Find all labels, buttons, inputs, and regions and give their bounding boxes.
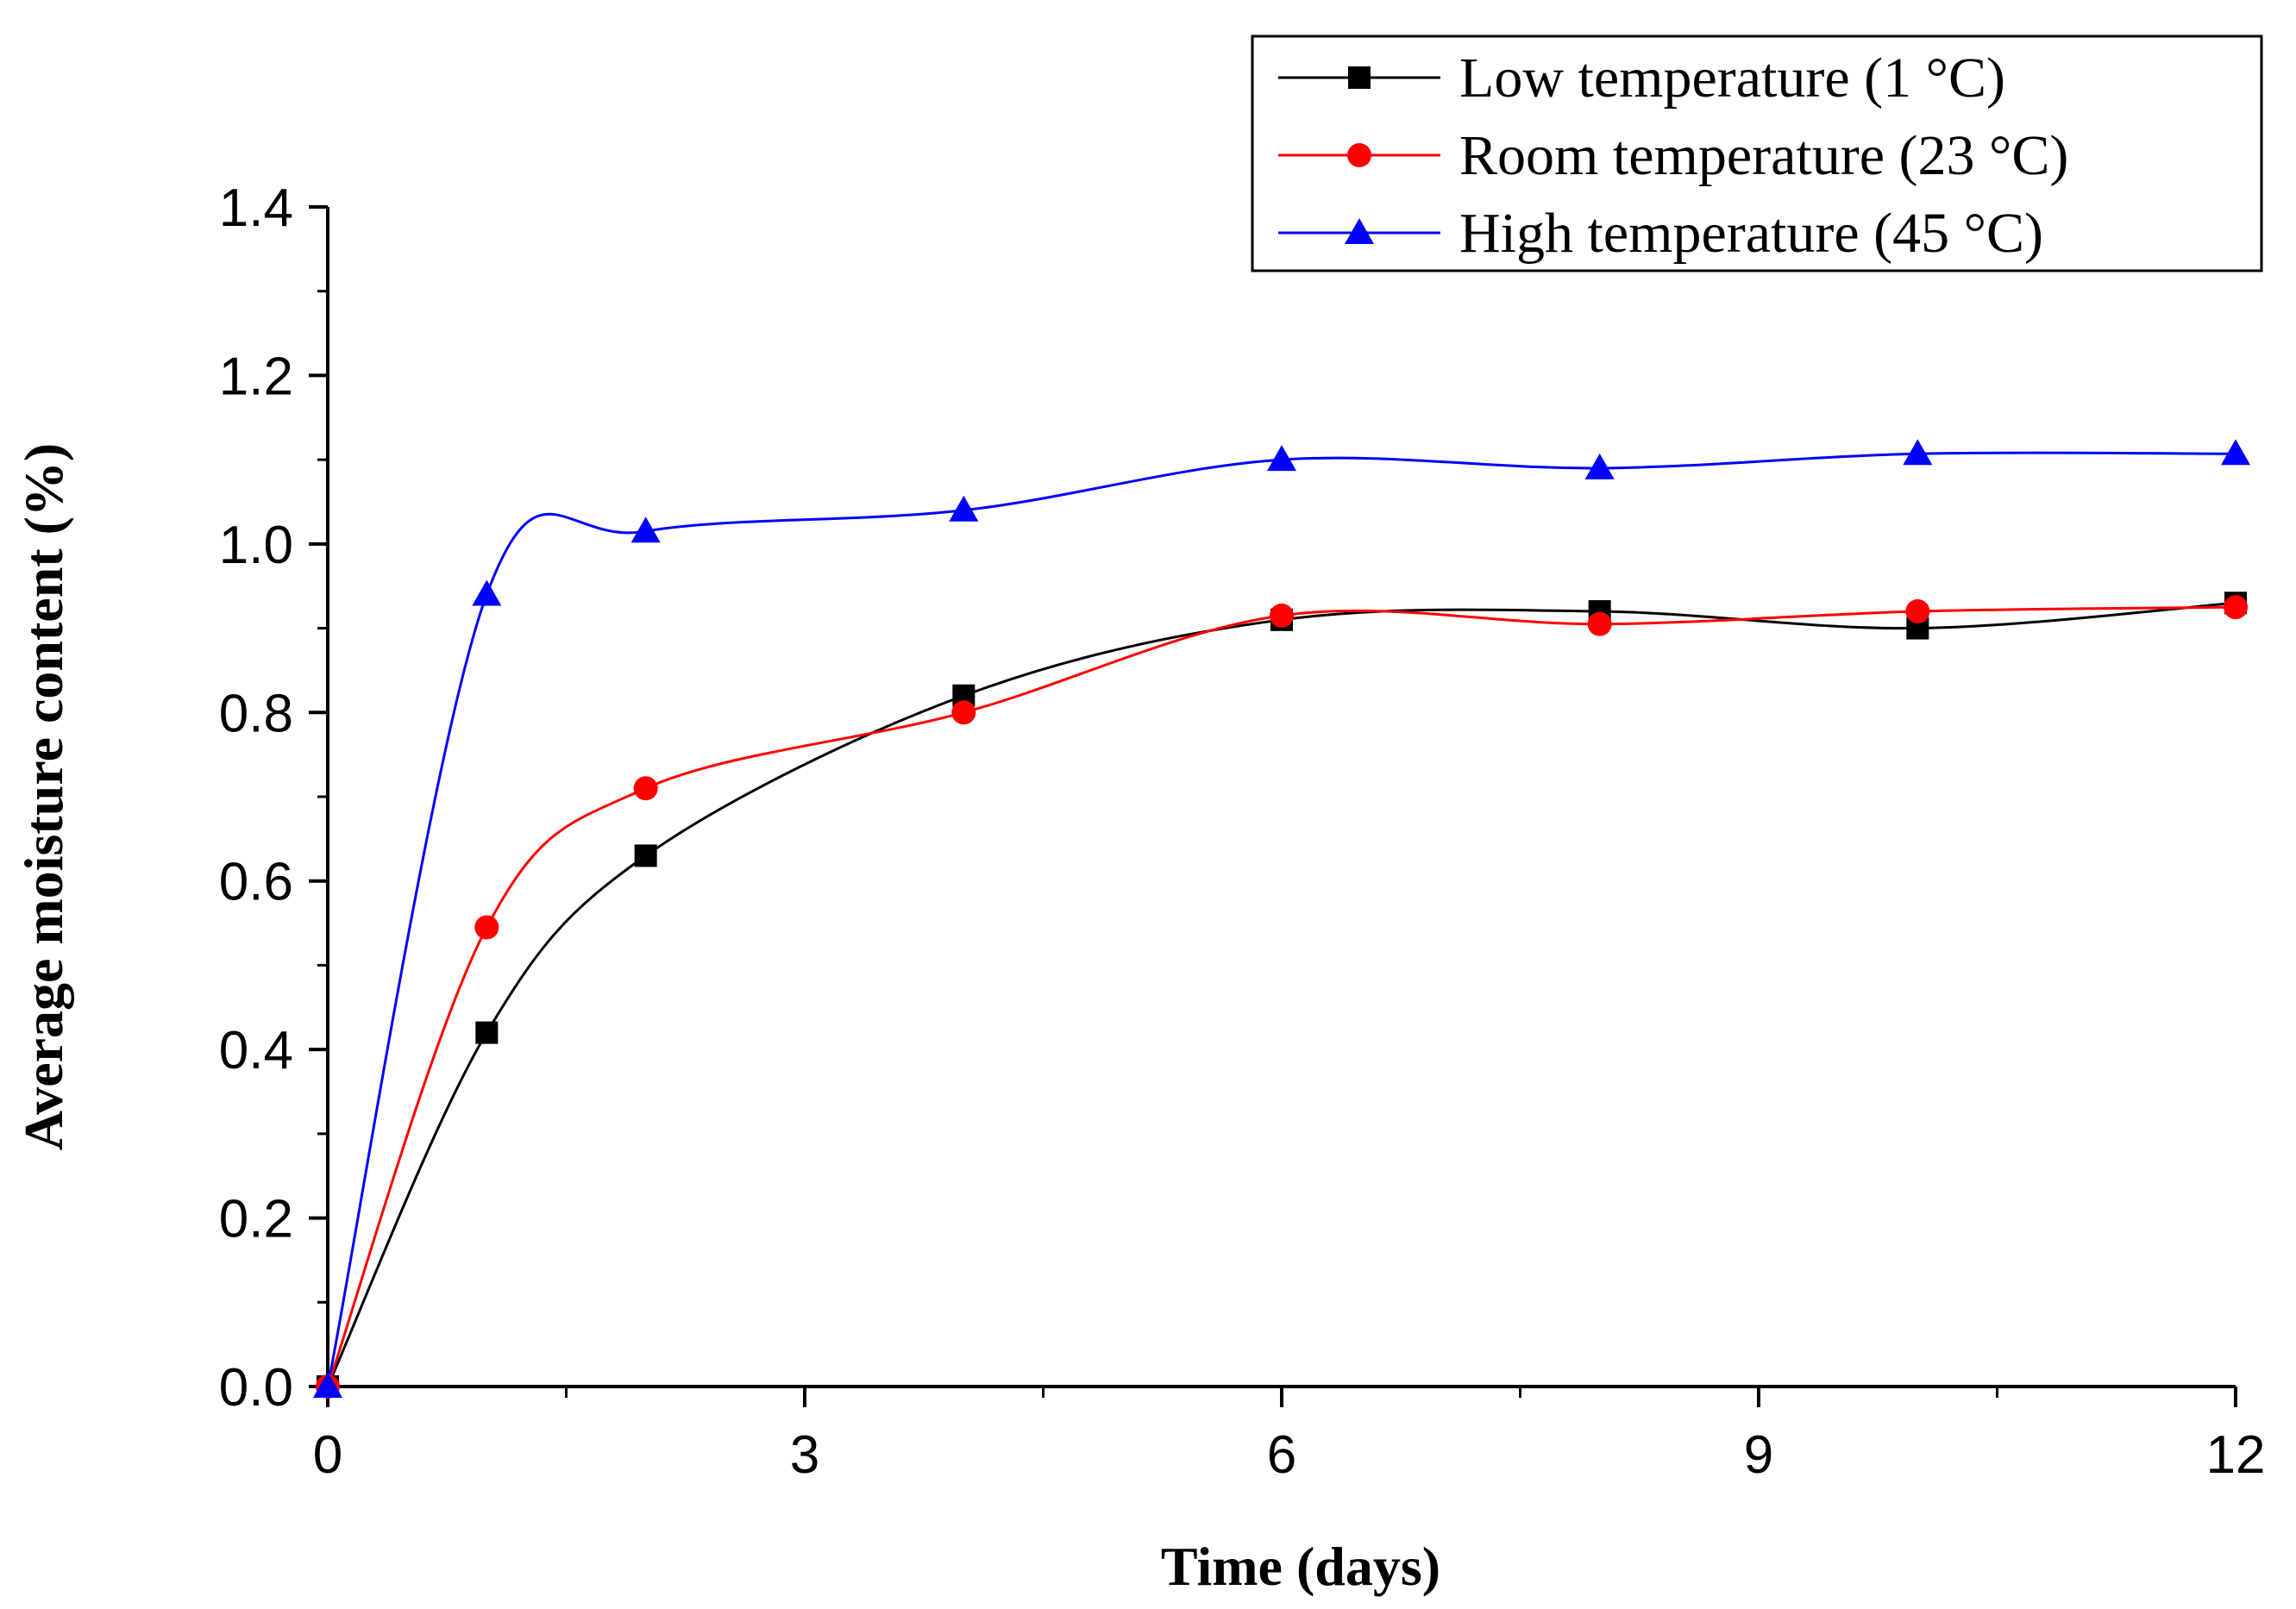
low-temp-legend-marker: [1348, 66, 1371, 89]
axes: 0.0 0.2 0.4 0.6 0.8 1.0 1.2 1.4 0 3 6 9 12: [219, 178, 2266, 1485]
high-temp-legend-marker: [1345, 218, 1374, 244]
y-tick-label: 0.6: [219, 853, 293, 912]
high-temp-data-point: [949, 495, 979, 522]
high-temp-data-point: [313, 1372, 342, 1398]
room-temp-data-point: [2224, 595, 2248, 620]
x-tick-label: 9: [1744, 1425, 1773, 1485]
room-temp-legend-marker: [1347, 143, 1371, 167]
high-temp-data-point: [472, 579, 502, 606]
y-tick-label: 0.2: [219, 1190, 293, 1249]
room-temp-data-point: [1270, 603, 1294, 628]
y-tick-label: 0.8: [219, 684, 293, 743]
low-temp-legend-label: Low temperature (1 °C): [1459, 47, 2005, 110]
high-temp-series-line: [326, 451, 2236, 1387]
x-tick-label: 3: [790, 1425, 819, 1485]
room-temp-legend-label: Room temperature (23 °C): [1459, 124, 2068, 187]
high-temp-legend-label: High temperature (45 °C): [1459, 202, 2043, 265]
high-temp-data-point: [630, 517, 661, 543]
high-temp-data-point: [1903, 439, 1933, 466]
room-temp-data-point: [1905, 599, 1930, 624]
high-temp-data-point: [1267, 445, 1296, 472]
y-tick-label: 1.4: [219, 178, 293, 238]
legend: Low temperature (1 °C) Room temperature (…: [1251, 34, 2263, 272]
high-temp-data-point: [2221, 439, 2250, 466]
x-axis-title: Time (days): [1161, 1536, 1440, 1597]
low-temp-data-point: [475, 1021, 499, 1044]
high-temp-data-point: [1584, 453, 1615, 479]
y-tick-label: 1.0: [219, 516, 293, 575]
room-temp-data-point: [1587, 611, 1612, 636]
room-temp-series-line: [326, 605, 2236, 1387]
y-tick-label: 0.0: [219, 1358, 293, 1418]
x-tick-label: 0: [313, 1425, 342, 1485]
room-temp-data-point: [474, 915, 499, 940]
room-temp-data-point: [633, 776, 658, 801]
y-axis-title: Average moisture content (%): [13, 443, 74, 1151]
low-temp-data-point: [634, 844, 657, 867]
room-temp-data-point: [951, 700, 976, 725]
low-temp-series-line: [326, 601, 2236, 1387]
y-tick-label: 0.4: [219, 1021, 293, 1080]
y-tick-label: 1.2: [219, 347, 293, 406]
series-lines: [326, 451, 2236, 1387]
x-tick-label: 6: [1267, 1425, 1296, 1485]
x-tick-label: 12: [2206, 1425, 2266, 1485]
series-markers: [313, 439, 2250, 1399]
